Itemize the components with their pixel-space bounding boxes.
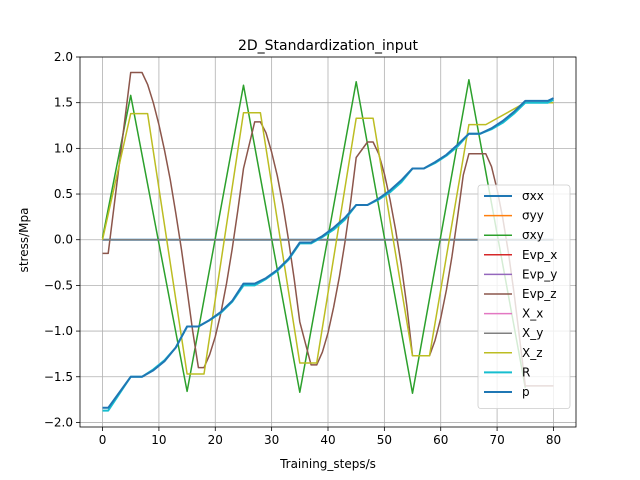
y-tick-label: 1.0 — [54, 141, 73, 155]
x-tick-label: 0 — [99, 433, 107, 447]
x-tick-label: 80 — [546, 433, 561, 447]
legend-label: X_x — [522, 307, 543, 321]
series-line-6 — [102, 71, 554, 387]
legend-label: R — [522, 365, 530, 379]
series-line-9 — [101, 101, 554, 375]
y-tick-label: −2.0 — [44, 415, 73, 429]
y-tick-label: 0.0 — [54, 233, 73, 247]
y-tick-label: −1.0 — [44, 324, 73, 338]
legend-label: X_y — [522, 326, 543, 340]
x-tick-label: 40 — [320, 433, 335, 447]
y-axis: −2.0 −1.5 −1.0 −0.5 0.0 0.5 1.0 1.5 2.0 — [44, 50, 80, 429]
y-tick-label: −1.5 — [44, 370, 73, 384]
legend-label: X_z — [522, 346, 543, 360]
legend-label: σxx — [522, 189, 544, 203]
x-axis-label: Training_steps/s — [279, 457, 376, 471]
legend: σxx σyy σxy Evp_x Evp_y Evp_z X_x X_y X_z Rp — [477, 184, 571, 410]
legend-label: Evp_z — [522, 287, 557, 301]
x-tick-label: 20 — [208, 433, 223, 447]
series-line-3 — [101, 79, 527, 394]
y-tick-label: 2.0 — [54, 50, 73, 64]
y-tick-label: 1.5 — [54, 96, 73, 110]
x-tick-label: 70 — [489, 433, 504, 447]
y-axis-label: stress/Mpa — [17, 208, 31, 273]
legend-label: σyy — [522, 209, 544, 223]
series-line-11 — [102, 97, 554, 409]
legend-label: σxy — [522, 228, 544, 242]
x-tick-label: 10 — [151, 433, 166, 447]
y-tick-label: 0.5 — [54, 187, 73, 201]
y-tick-label: −0.5 — [44, 278, 73, 292]
x-tick-label: 50 — [377, 433, 392, 447]
legend-label: Evp_y — [522, 267, 557, 281]
chart-title: 2D_Standardization_input — [238, 38, 419, 54]
x-tick-label: 60 — [433, 433, 448, 447]
legend-label: Evp_x — [522, 248, 557, 262]
x-axis: 0 10 20 30 40 50 60 70 80 — [99, 427, 561, 447]
legend-label: p — [522, 385, 530, 399]
x-tick-label: 30 — [264, 433, 279, 447]
